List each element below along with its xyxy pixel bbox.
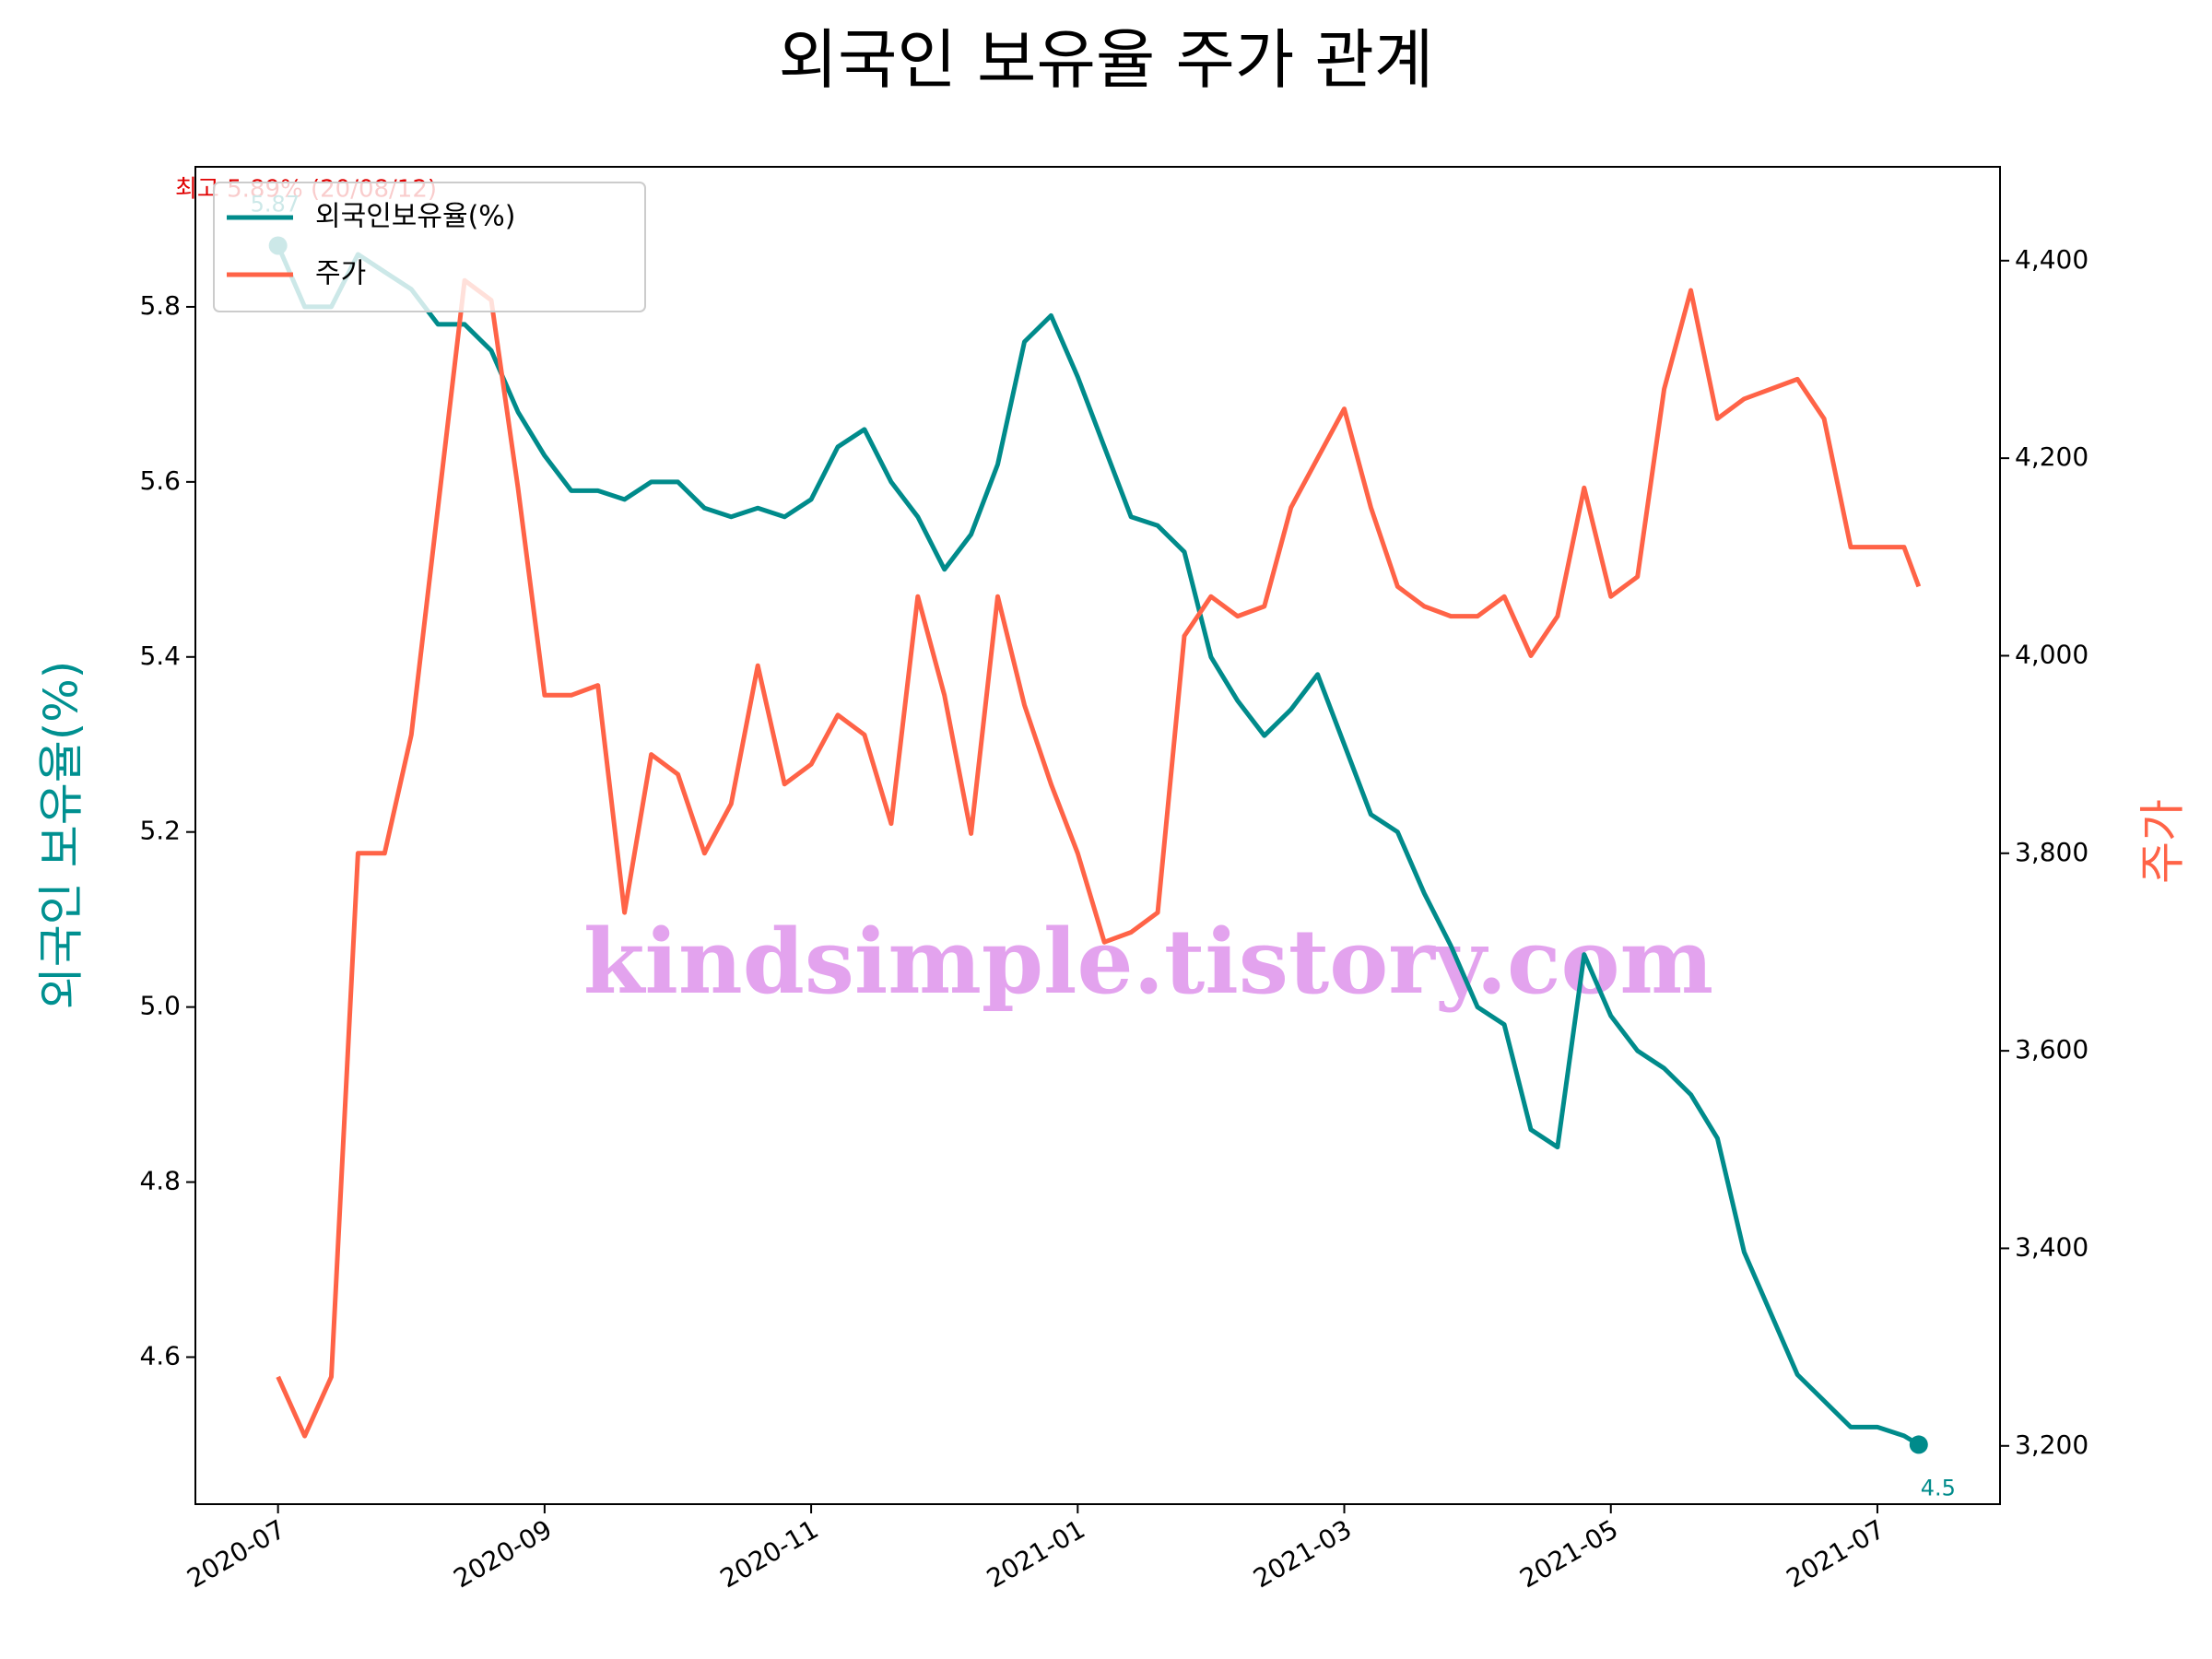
series-line bbox=[276, 277, 1922, 1439]
legend-label: 외국인보유율(%) bbox=[315, 201, 516, 233]
y2-tick-label: 3,600 bbox=[2015, 1034, 2088, 1065]
legend-label: 주가 bbox=[315, 258, 366, 290]
end-point bbox=[1909, 1435, 1928, 1454]
x-tick-label: 2021-05 bbox=[1514, 1513, 1623, 1594]
y2-axis-label: 주가 bbox=[2136, 799, 2190, 884]
y-tick-label: 5.6 bbox=[139, 465, 181, 496]
y2-tick-label: 4,400 bbox=[2015, 244, 2088, 275]
x-tick-label: 2020-11 bbox=[715, 1513, 824, 1594]
y2-tick-label: 4,200 bbox=[2015, 441, 2088, 472]
x-tick-label: 2021-07 bbox=[1782, 1513, 1890, 1594]
y-tick-label: 4.8 bbox=[139, 1166, 181, 1196]
y-tick-label: 5.0 bbox=[139, 991, 181, 1021]
y-tick-label: 5.4 bbox=[139, 641, 181, 671]
legend-box bbox=[213, 182, 646, 312]
y2-tick-label: 3,800 bbox=[2015, 837, 2088, 867]
x-tick-label: 2020-09 bbox=[449, 1513, 558, 1594]
y2-tick-label: 3,200 bbox=[2015, 1430, 2088, 1460]
y-tick-label: 5.8 bbox=[139, 290, 181, 321]
chart-title: 외국인 보유율 주가 관계 bbox=[779, 22, 1434, 98]
watermark: kindsimple.tistory.com bbox=[583, 910, 1713, 1014]
series-line bbox=[276, 244, 1921, 1447]
x-tick-label: 2020-07 bbox=[182, 1513, 290, 1594]
plot-frame bbox=[194, 166, 2001, 1505]
x-tick-label: 2021-03 bbox=[1248, 1513, 1357, 1594]
y-tick-label: 4.6 bbox=[139, 1340, 181, 1371]
x-tick-label: 2021-01 bbox=[982, 1513, 1090, 1594]
y-axis-label: 외국인 보유율(%) bbox=[35, 661, 88, 1009]
end-label: 4.5 bbox=[1921, 1475, 1956, 1500]
y2-tick-label: 4,000 bbox=[2015, 639, 2088, 669]
y-tick-label: 5.2 bbox=[139, 816, 181, 846]
y2-tick-label: 3,400 bbox=[2015, 1231, 2088, 1262]
